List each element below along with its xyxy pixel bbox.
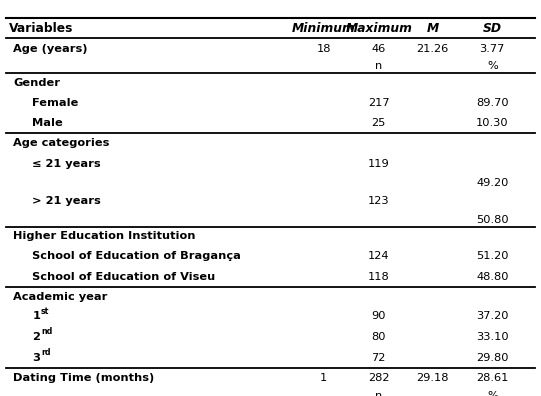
Text: 49.20: 49.20	[476, 177, 509, 188]
Text: 28.61: 28.61	[476, 373, 509, 383]
Text: Male: Male	[32, 118, 63, 128]
Text: n: n	[375, 61, 382, 71]
Text: M: M	[427, 22, 439, 34]
Text: 25: 25	[372, 118, 386, 128]
Text: Academic year: Academic year	[13, 291, 107, 302]
Text: 18: 18	[316, 44, 331, 54]
Text: 3.77: 3.77	[480, 44, 505, 54]
Text: 124: 124	[368, 251, 390, 261]
Text: Age categories: Age categories	[13, 138, 109, 148]
Text: 282: 282	[368, 373, 390, 383]
Text: %: %	[487, 61, 498, 71]
Text: 21.26: 21.26	[417, 44, 449, 54]
Text: Minimum: Minimum	[292, 22, 355, 34]
Text: 37.20: 37.20	[476, 311, 509, 322]
Text: 217: 217	[368, 97, 390, 108]
Text: Maximum: Maximum	[345, 22, 412, 34]
Text: %: %	[487, 390, 498, 396]
Text: Variables: Variables	[9, 22, 74, 34]
Text: 50.80: 50.80	[476, 215, 509, 225]
Text: 2: 2	[32, 332, 41, 342]
Text: 3: 3	[32, 352, 41, 363]
Text: Female: Female	[32, 97, 79, 108]
Text: Gender: Gender	[13, 78, 60, 88]
Text: 119: 119	[368, 159, 390, 169]
Text: ≤ 21 years: ≤ 21 years	[32, 159, 101, 169]
Text: School of Education of Bragança: School of Education of Bragança	[32, 251, 241, 261]
Text: 123: 123	[368, 196, 390, 206]
Text: 29.80: 29.80	[476, 352, 509, 363]
Text: 48.80: 48.80	[476, 272, 509, 282]
Text: 1: 1	[32, 311, 41, 322]
Text: rd: rd	[41, 348, 51, 357]
Text: 29.18: 29.18	[417, 373, 449, 383]
Text: 33.10: 33.10	[476, 332, 509, 342]
Text: n: n	[375, 390, 382, 396]
Text: Higher Education Institution: Higher Education Institution	[13, 231, 195, 242]
Text: 118: 118	[368, 272, 390, 282]
Text: 46: 46	[372, 44, 386, 54]
Text: 89.70: 89.70	[476, 97, 509, 108]
Text: 90: 90	[372, 311, 386, 322]
Text: Dating Time (months): Dating Time (months)	[13, 373, 154, 383]
Text: 80: 80	[372, 332, 386, 342]
Text: School of Education of Viseu: School of Education of Viseu	[32, 272, 216, 282]
Text: st: st	[41, 307, 49, 316]
Text: nd: nd	[41, 327, 52, 336]
Text: 72: 72	[372, 352, 386, 363]
Text: > 21 years: > 21 years	[32, 196, 101, 206]
Text: 10.30: 10.30	[476, 118, 509, 128]
Text: Age (years): Age (years)	[13, 44, 88, 54]
Text: 51.20: 51.20	[476, 251, 509, 261]
Text: SD: SD	[483, 22, 502, 34]
Text: 1: 1	[320, 373, 327, 383]
